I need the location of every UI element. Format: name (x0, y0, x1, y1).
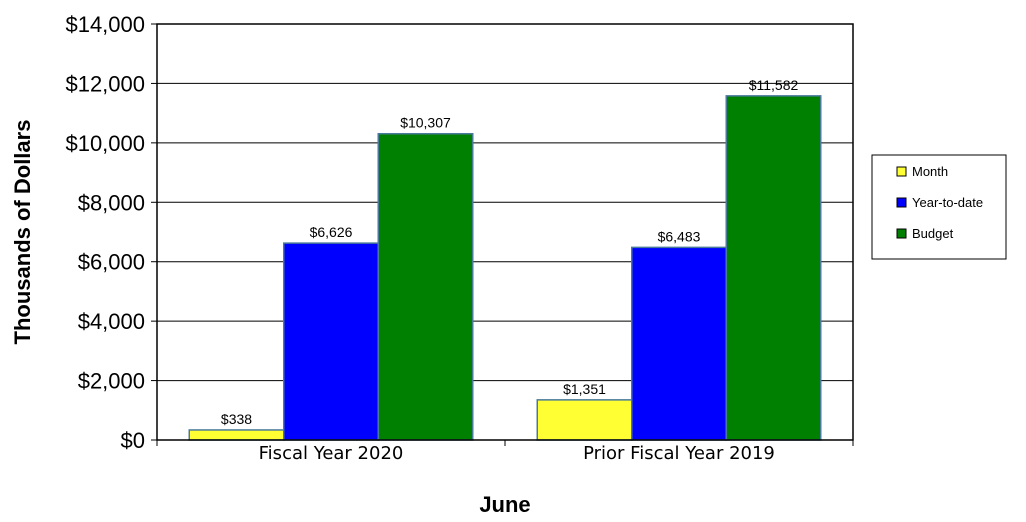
y-tick-label: $0 (121, 428, 145, 453)
x-category-label: Fiscal Year 2020 (259, 443, 404, 464)
bar (377, 132, 474, 441)
bar-value-label: $6,626 (310, 224, 353, 240)
legend-label: Year-to-date (912, 195, 983, 210)
y-tick-label: $4,000 (78, 309, 145, 334)
legend: Month Year-to-date Budget (871, 154, 1007, 260)
bar-value-label: $6,483 (658, 228, 701, 244)
bar (188, 429, 285, 441)
y-tick-label: $2,000 (78, 369, 145, 394)
bar (631, 246, 727, 441)
legend-swatch (896, 228, 907, 239)
legend-swatch (896, 166, 907, 177)
bars (188, 95, 822, 441)
x-category-label: Prior Fiscal Year 2019 (583, 443, 775, 464)
x-axis-title: June (479, 492, 530, 517)
legend-swatch (896, 197, 907, 208)
bar-value-label: $1,351 (563, 381, 606, 397)
bar-value-label: $11,582 (749, 77, 799, 93)
y-tick-label: $14,000 (65, 12, 145, 37)
bar-value-label: $10,307 (400, 115, 451, 131)
bar-value-label: $338 (221, 411, 252, 427)
y-tick-label: $12,000 (65, 71, 145, 96)
legend-label: Budget (912, 226, 954, 241)
bar (283, 242, 379, 441)
legend-box (871, 154, 1007, 260)
data-labels: $338 $6,626 $10,307 $1,351 $6,483 $11,582 (221, 77, 799, 427)
x-axis-categories: Fiscal Year 2020 Prior Fiscal Year 2019 (156, 440, 854, 464)
y-axis-ticks: $0 $2,000 $4,000 $6,000 $8,000 $10,000 $12,000… (65, 12, 157, 453)
bar (725, 95, 822, 441)
legend-label: Month (912, 164, 948, 179)
y-tick-label: $6,000 (78, 250, 145, 275)
y-tick-label: $8,000 (78, 190, 145, 215)
y-axis-title: Thousands of Dollars (10, 120, 35, 345)
y-tick-label: $10,000 (65, 131, 145, 156)
bar (536, 399, 633, 441)
